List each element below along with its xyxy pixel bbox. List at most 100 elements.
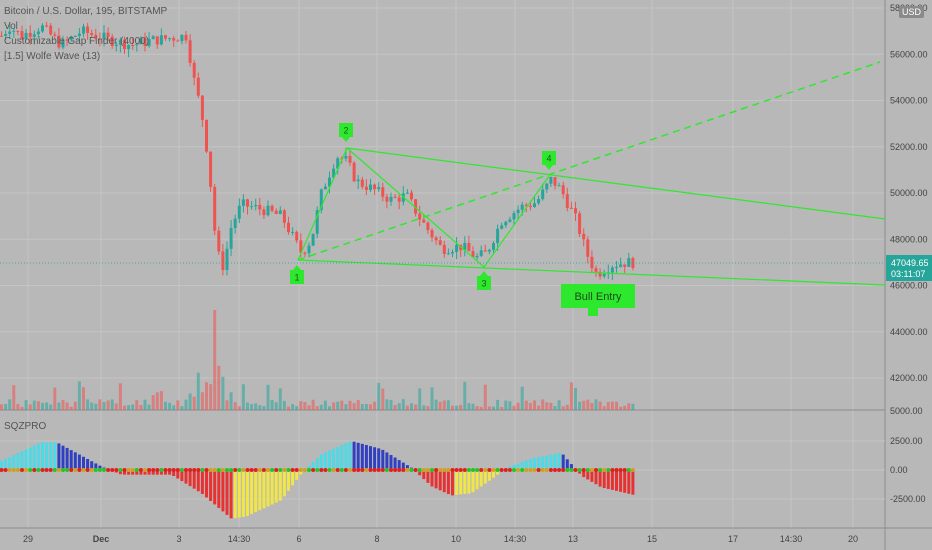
candle — [151, 36, 155, 40]
volume-bar — [459, 404, 463, 410]
squeeze-dot — [97, 468, 102, 472]
squeeze-dot — [343, 468, 348, 472]
squeeze-dot — [446, 468, 451, 472]
squeeze-dot — [462, 468, 467, 472]
indicator-gap-finder[interactable]: Customizable Gap Finder (4000) — [4, 36, 150, 47]
candle — [598, 271, 602, 277]
wolfe-point-label: 3 — [481, 279, 486, 289]
squeeze-dot — [315, 468, 320, 472]
osc-bar — [623, 470, 627, 493]
squeeze-dot — [610, 468, 615, 472]
volume-bar — [586, 399, 590, 410]
candle — [131, 45, 135, 47]
squeeze-dot — [48, 468, 53, 472]
volume-bar — [205, 382, 208, 410]
volume-bar — [549, 402, 553, 410]
osc-axis-label: 5000.00 — [890, 406, 923, 416]
price-axis-label: 44000.00 — [890, 327, 928, 337]
osc-bar — [143, 470, 147, 475]
squeeze-dot — [569, 468, 574, 472]
osc-bar — [582, 470, 586, 478]
volume-bar — [180, 406, 184, 410]
volume-bar — [8, 399, 12, 410]
wolfe-target-line — [297, 61, 881, 261]
squeeze-dot — [237, 468, 242, 472]
volume-bar — [553, 406, 557, 410]
osc-bar — [438, 470, 442, 491]
osc-bar — [65, 447, 69, 470]
candle — [315, 210, 319, 234]
candle — [307, 245, 311, 254]
volume-bar — [315, 406, 319, 410]
volume-bar — [377, 382, 381, 410]
candle — [110, 36, 114, 47]
candle — [258, 204, 262, 210]
volume-bar — [360, 404, 364, 410]
osc-bar — [254, 470, 258, 513]
squeeze-dot — [126, 468, 131, 472]
candle — [520, 204, 524, 210]
squeeze-dot — [376, 468, 381, 472]
volume-bar — [340, 400, 344, 410]
volume-bar — [352, 403, 356, 410]
time-axis-label: 14:30 — [228, 534, 251, 544]
squeeze-dot — [594, 468, 598, 472]
currency-badge[interactable]: USD — [898, 6, 924, 18]
candle — [553, 177, 557, 186]
candle — [323, 186, 327, 190]
osc-bar — [323, 452, 327, 470]
volume-bar — [401, 399, 405, 410]
volume-bar — [274, 402, 278, 410]
candle — [287, 222, 290, 233]
osc-bar — [459, 470, 463, 495]
volume-bar — [151, 395, 155, 410]
volume-bar — [61, 399, 65, 410]
osc-bar — [377, 448, 381, 470]
volume-bar — [307, 405, 311, 410]
osc-bar — [192, 470, 196, 489]
time-axis-label: 8 — [374, 534, 379, 544]
osc-bar — [586, 470, 590, 480]
candle — [168, 38, 172, 40]
osc-bar — [213, 470, 217, 505]
candle — [557, 185, 561, 187]
volume-bar — [557, 400, 561, 410]
candle — [16, 30, 20, 32]
volume-bar — [389, 399, 393, 410]
osc-bar — [217, 470, 221, 508]
candle — [463, 243, 467, 251]
squeeze-dot — [81, 468, 86, 472]
squeeze-dot — [516, 468, 521, 472]
volume-bar — [590, 402, 594, 410]
squeeze-dot — [401, 468, 406, 472]
candle — [610, 267, 614, 273]
candle — [200, 95, 204, 120]
osc-bar — [319, 453, 323, 470]
osc-bar — [205, 470, 208, 498]
squeeze-dot — [561, 468, 566, 472]
osc-bar — [364, 445, 368, 470]
volume-bar — [430, 387, 434, 410]
candle — [77, 33, 81, 37]
osc-bar — [483, 470, 487, 484]
candle — [291, 231, 295, 233]
indicator-wolfe-wave[interactable]: [1.5] Wolfe Wave (13) — [4, 51, 101, 62]
squeeze-dot — [138, 468, 143, 472]
candle — [344, 155, 348, 159]
wolfe-point-pointer — [480, 271, 488, 276]
candle — [516, 209, 520, 214]
squeeze-dot — [438, 468, 443, 472]
indicator-vol[interactable]: Vol — [4, 21, 18, 32]
candle — [282, 210, 286, 223]
candle — [451, 251, 454, 254]
squeeze-dot — [618, 468, 623, 472]
volume-bar — [405, 405, 409, 410]
time-axis-label: 14:30 — [780, 534, 803, 544]
candle — [332, 168, 336, 178]
osc-bar — [393, 457, 397, 470]
osc-bar — [615, 470, 618, 491]
volume-bar — [147, 404, 151, 410]
squeeze-dot — [372, 468, 377, 472]
volume-bar — [143, 399, 147, 410]
